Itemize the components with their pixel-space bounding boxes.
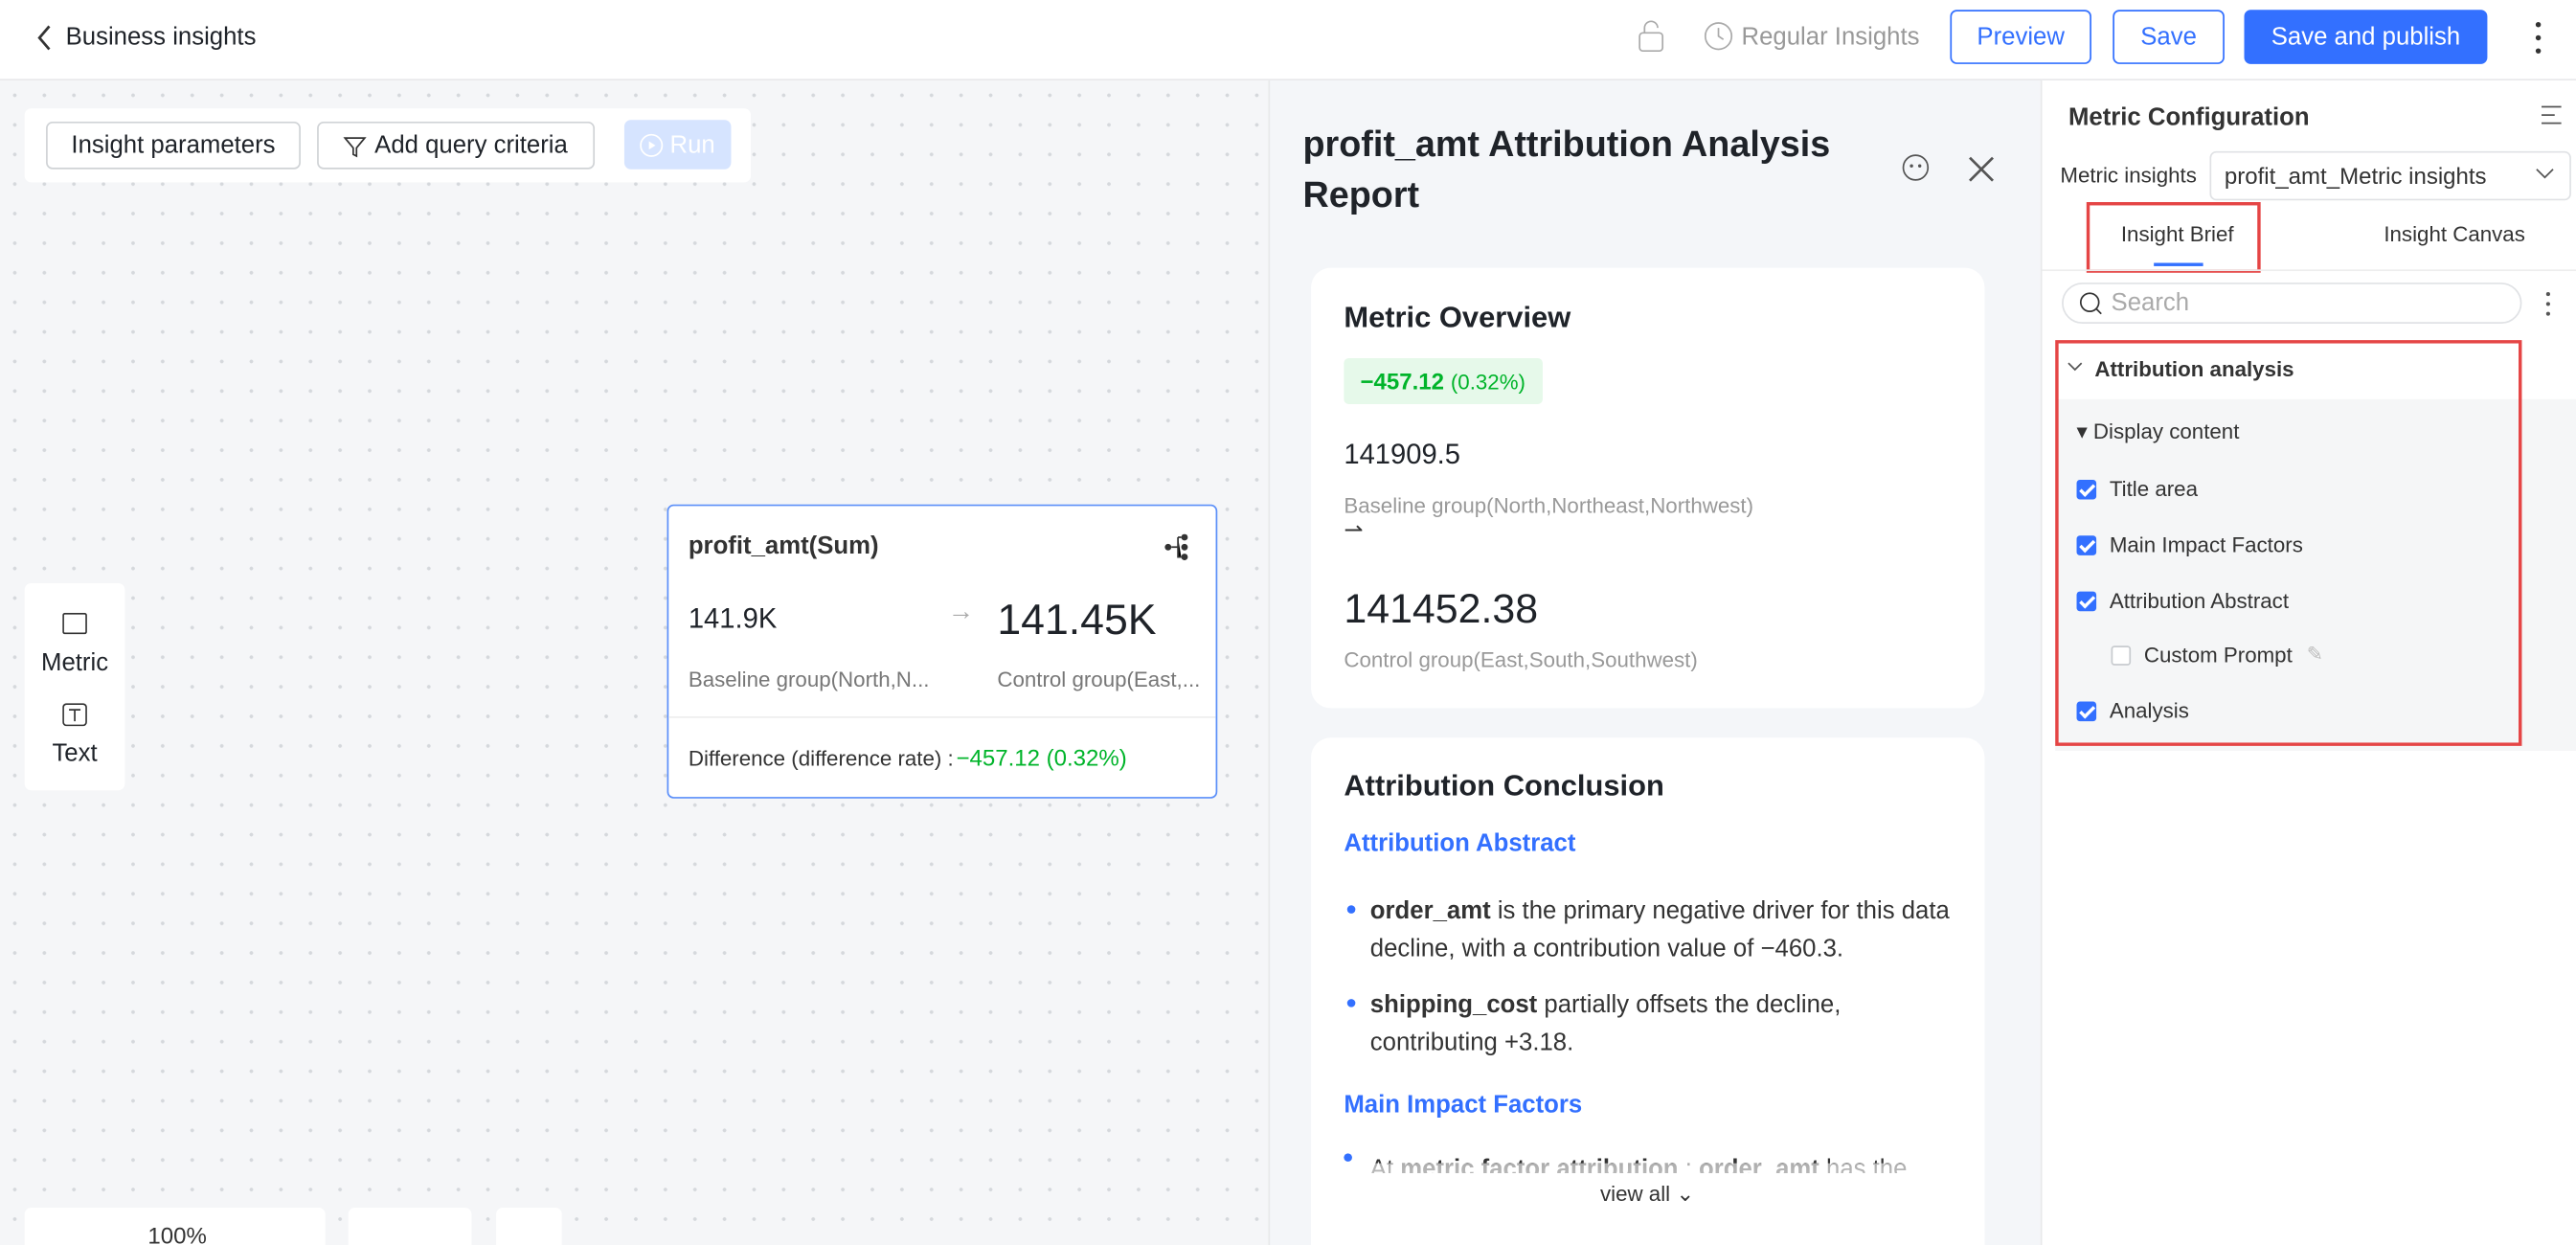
search-icon [2079,292,2102,315]
run-button[interactable]: Run [623,120,732,170]
bullet-dot [1344,1153,1352,1162]
more-icon[interactable] [2543,291,2553,317]
overview-heading: Metric Overview [1344,300,1571,334]
chevron[interactable] [2067,361,2083,374]
run-icon [640,133,664,157]
subsection-text[interactable]: Display content [2092,419,2240,444]
insight-parameters[interactable]: Insight parameters [46,121,301,170]
bullet-bold: order_amt [1369,896,1491,925]
tab-indicator [2154,262,2203,266]
tab[interactable]: Insight Canvas [2384,221,2525,247]
tab[interactable]: Insight Brief [2120,221,2234,247]
overview-arrow: ⇀ [1344,515,1364,543]
subsection-title[interactable]: ▾ Display content [2076,419,2240,444]
checkbox[interactable] [2076,535,2097,555]
fade [1311,1163,1985,1245]
conclusion-card [1311,737,1985,1245]
metric-select[interactable] [2209,150,2571,201]
clock-icon [1704,22,1733,51]
back-icon[interactable] [36,25,53,51]
overview-baseline-label: Baseline group(North,Northeast,Northwest… [1344,492,1754,518]
add-query-criteria[interactable]: Add query criteria [317,121,596,170]
metric-value: profit_amt_Metric insights [2224,162,2487,190]
back-link[interactable]: Business insights [65,23,257,52]
header [0,0,2576,81]
overview-control-label: Control group(East,South,Southwest) [1344,646,1698,672]
bullet-dot [1346,999,1356,1007]
keyboard-toolbar [496,1207,562,1245]
bullet: shipping_cost partially offsets the decl… [1370,985,1954,1061]
view-all[interactable]: view all ⌄ [1599,1181,1695,1207]
publish-button[interactable]: Save and publish [2244,10,2488,64]
collapse-icon[interactable] [2540,103,2563,126]
card-control-value: 141.45K [997,595,1157,645]
metric-label: Metric insights [2060,162,2197,188]
card-title: profit_amt(Sum) [688,532,879,561]
card-arrow: → [947,598,975,626]
checkbox-label[interactable]: Title area [2109,476,2198,502]
checkbox-label[interactable]: Main Impact Factors [2109,532,2303,557]
divider [2042,269,2576,272]
regular-insights[interactable]: Regular Insights [1741,23,1920,52]
highlight-box [2086,202,2261,273]
edit-icon[interactable]: ✎ [2306,642,2323,666]
checkbox-label[interactable]: Attribution Abstract [2109,588,2290,613]
preview-button[interactable]: Preview [1950,10,2091,64]
filter-icon [343,137,367,158]
abstract-heading: Attribution Abstract [1344,829,1576,858]
select-arrow [2536,169,2554,179]
bullet: order_amt is the primary negative driver… [1370,893,1954,968]
card-difference-label: Difference (difference rate) : [688,745,954,771]
checkbox[interactable] [2111,645,2132,666]
section-title[interactable]: Attribution analysis [2094,356,2294,382]
ai-icon[interactable] [1901,153,1933,183]
highlight-box [2055,340,2522,746]
overview-card [1311,267,1985,709]
badge-rate: (0.32%) [1450,369,1525,394]
metric-card[interactable] [667,504,1218,799]
checkbox-label[interactable]: Custom Prompt [2143,642,2293,668]
card-baseline-value: 141.9K [688,602,778,635]
conclusion-heading: Attribution Conclusion [1344,768,1664,803]
search-placeholder: Search [2111,288,2190,318]
palette [24,583,125,791]
factors-heading: Main Impact Factors [1344,1091,1583,1120]
checkbox[interactable] [2076,701,2097,722]
close-icon[interactable] [1967,154,1997,184]
checkbox[interactable] [2076,479,2097,500]
card-baseline-label: Baseline group(North,N... [688,667,930,692]
text-icon [62,703,87,727]
overview-badge: −457.12 (0.32%) [1344,358,1543,405]
report-title: profit_amt Attribution Analysis Report [1302,123,1831,215]
metric-icon [62,612,87,635]
checkbox[interactable] [2076,591,2097,612]
tree-icon[interactable] [1164,533,1189,561]
bullet-dot [1346,905,1356,914]
palette-text[interactable]: Text [52,739,98,768]
search-box[interactable] [2062,283,2522,324]
bullet-text: is the primary negative driver for this … [1369,896,1950,963]
card-difference-value: −457.12 (0.32%) [956,744,1127,771]
section-body [2055,398,2576,752]
zoom-toolbar [24,1207,326,1245]
badge-value: −457.12 [1360,368,1445,395]
lock-icon [1638,20,1664,53]
checkbox-label[interactable]: Analysis [2109,698,2189,723]
card-divider [668,716,1216,718]
bullet-text: partially offsets the decline, contribut… [1369,990,1842,1057]
overview-control-value: 141452.38 [1344,586,1539,633]
more-icon[interactable] [2530,20,2546,57]
config-title: Metric Configuration [2068,103,2310,132]
bullet-bold: shipping_cost [1369,990,1538,1019]
card-control-label: Control group(East,... [997,667,1201,692]
history-toolbar [348,1207,472,1245]
view-all-text[interactable]: view all [1599,1181,1671,1207]
overview-baseline-value: 141909.5 [1344,439,1461,470]
save-button[interactable]: Save [2113,10,2225,64]
zoom-level[interactable]: 100% [147,1222,207,1245]
palette-metric[interactable]: Metric [41,648,109,677]
